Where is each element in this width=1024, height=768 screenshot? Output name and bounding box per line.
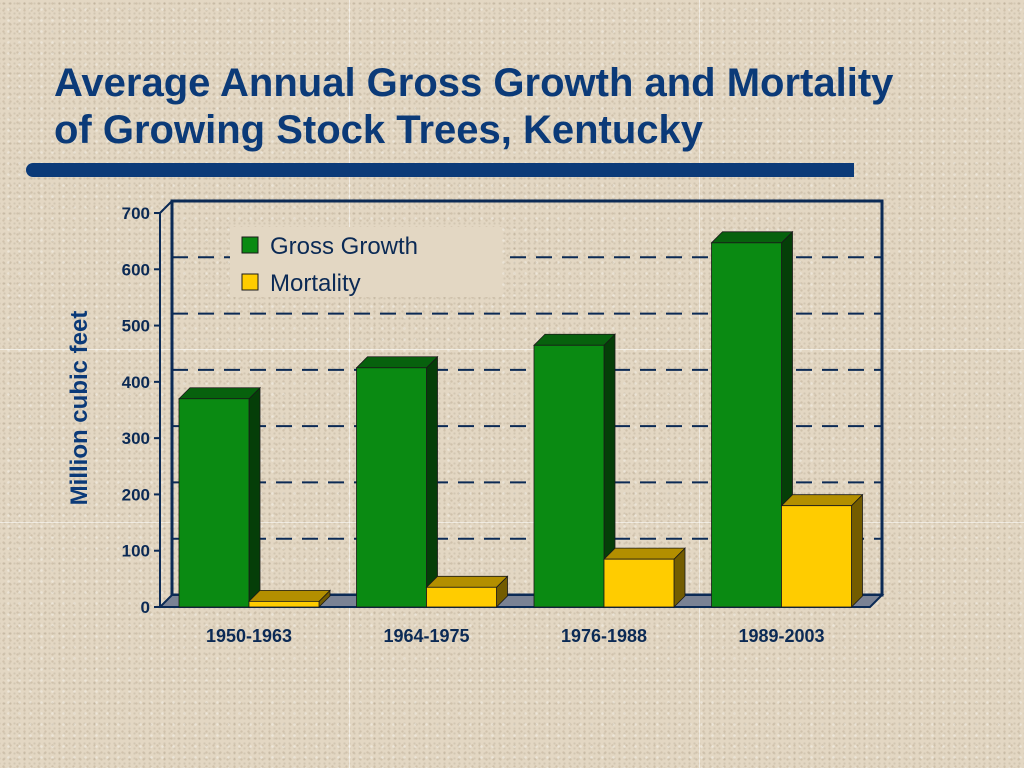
slide-title-line-1: Average Annual Gross Growth and Mortalit… — [54, 61, 894, 105]
bar-mortality — [425, 575, 509, 608]
y-tick-label: 700 — [122, 204, 150, 223]
y-tick-label: 200 — [122, 485, 150, 504]
bar-side — [851, 493, 863, 608]
texture-seam — [349, 0, 350, 768]
legend-swatch — [241, 273, 259, 291]
legend-label: Gross Growth — [270, 233, 418, 260]
title-underline-bar — [26, 163, 854, 177]
bar-side — [248, 386, 261, 608]
bar-front — [603, 558, 675, 608]
bar-top — [533, 333, 616, 346]
y-tick-label: 300 — [122, 429, 150, 448]
texture-seam — [0, 522, 1024, 523]
bar-front — [178, 398, 250, 608]
bar-front — [356, 367, 427, 608]
bar-gross-growth — [355, 355, 439, 608]
bar-front — [248, 600, 320, 608]
bar-front — [781, 505, 852, 608]
legend-label: Mortality — [270, 270, 361, 297]
bar-front — [426, 586, 497, 608]
bar-mortality — [603, 547, 686, 608]
bar-top — [603, 547, 686, 560]
x-tick-label: 1976-1988 — [561, 626, 647, 646]
texture-seam — [699, 0, 700, 768]
texture-seam — [0, 349, 1024, 350]
bar-top — [178, 387, 261, 400]
y-tick-label: 400 — [122, 373, 150, 392]
bar-gross-growth — [710, 230, 794, 608]
bar-gross-growth — [178, 386, 261, 608]
bar-front — [711, 242, 782, 608]
x-tick-label: 1964-1975 — [383, 626, 469, 646]
bar-mortality — [780, 493, 864, 608]
bar-top — [710, 231, 794, 244]
x-tick-label: 1950-1963 — [206, 626, 292, 646]
bar-top — [355, 356, 439, 369]
y-axis-line — [159, 200, 173, 214]
bar-side — [426, 355, 438, 608]
y-tick-label: 100 — [122, 542, 150, 561]
bar-front — [533, 344, 605, 608]
y-tick-label: 600 — [122, 260, 150, 279]
bar-top — [248, 589, 331, 602]
slide-title-line-2: of Growing Stock Trees, Kentucky — [54, 108, 704, 152]
slide-title: Average Annual Gross Growth and Mortalit… — [54, 60, 1014, 154]
x-tick-label: 1989-2003 — [738, 626, 824, 646]
legend-box — [230, 227, 502, 297]
legend-swatch — [241, 236, 259, 254]
bar-top — [780, 494, 864, 507]
bar-mortality — [248, 589, 331, 608]
y-tick-label: 500 — [122, 317, 150, 336]
bar-top — [425, 575, 509, 588]
y-tick-label: 0 — [141, 598, 150, 617]
bar-gross-growth — [533, 333, 616, 608]
